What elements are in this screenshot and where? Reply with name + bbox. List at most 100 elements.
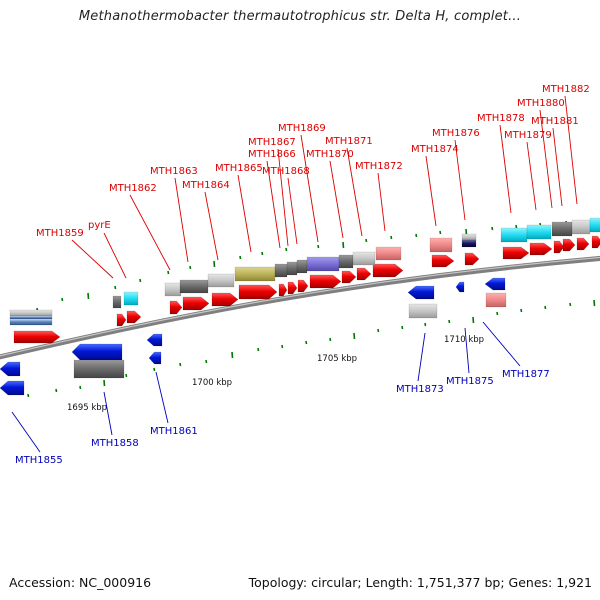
plus-strand-gene-arrow[interactable] — [464, 252, 480, 266]
gene-feature-box[interactable] — [164, 282, 182, 297]
gene-label-mth1858[interactable]: MTH1858 — [91, 438, 139, 449]
plus-strand-gene-arrow[interactable] — [238, 284, 278, 300]
minus-strand-gene-arrow[interactable] — [455, 281, 465, 293]
scale-tick — [139, 278, 142, 283]
gene-feature-box[interactable] — [589, 217, 600, 233]
gene-label-mth1876[interactable]: MTH1876 — [432, 128, 480, 139]
plus-strand-gene-arrow[interactable] — [591, 235, 600, 249]
gene-label-mth1865[interactable]: MTH1865 — [215, 163, 263, 174]
scale-label-kbp-1705: 1705 kbp — [317, 354, 357, 364]
gene-feature-box[interactable] — [9, 315, 53, 320]
plus-strand-gene-arrow[interactable] — [356, 267, 372, 281]
gene-feature-box[interactable] — [123, 291, 139, 306]
gene-label-mth1866[interactable]: MTH1866 — [248, 149, 296, 160]
gene-label-mth1873[interactable]: MTH1873 — [396, 384, 444, 395]
gene-label-mth1872[interactable]: MTH1872 — [355, 161, 403, 172]
gene-label-mth1864[interactable]: MTH1864 — [182, 180, 230, 191]
plus-strand-gene-arrow[interactable] — [576, 237, 590, 251]
gene-feature-box[interactable] — [112, 295, 122, 309]
minus-strand-gene-arrow[interactable] — [146, 333, 163, 347]
gene-label-mth1861[interactable]: MTH1861 — [150, 426, 198, 437]
minus-strand-gene-arrow[interactable] — [407, 285, 435, 300]
genome-title: Methanothermobacter thermautotrophicus s… — [78, 9, 522, 24]
gene-label-mth1880[interactable]: MTH1880 — [517, 98, 565, 109]
minus-strand-gene-arrow[interactable] — [71, 343, 123, 361]
plus-strand-gene-arrow[interactable] — [278, 283, 288, 297]
plus-strand-gene-arrow[interactable] — [182, 296, 210, 311]
gene-feature-box[interactable] — [306, 256, 340, 272]
gene-feature-box[interactable] — [526, 224, 552, 240]
scale-tick — [544, 305, 547, 310]
scale-tick — [424, 322, 427, 327]
minus-strand-gene-arrow[interactable] — [0, 380, 25, 396]
plus-strand-gene-arrow[interactable] — [341, 270, 357, 284]
gene-feature-box[interactable] — [551, 221, 573, 237]
gene-feature-box[interactable] — [274, 263, 288, 278]
leader-line-mth1882 — [564, 95, 578, 205]
scale-tick — [103, 379, 106, 387]
gene-features[interactable] — [0, 217, 600, 396]
plus-strand-gene-arrow[interactable] — [309, 274, 342, 289]
gene-label-mth1874[interactable]: MTH1874 — [411, 144, 459, 155]
gene-label-mth1881[interactable]: MTH1881 — [531, 116, 579, 127]
scale-tick — [515, 224, 518, 229]
gene-feature-box[interactable] — [338, 254, 354, 269]
plus-strand-gene-arrow[interactable] — [297, 279, 309, 293]
plus-strand-gene-arrow[interactable] — [529, 242, 553, 256]
gene-label-mth1878[interactable]: MTH1878 — [477, 113, 525, 124]
leader-line-mth1862 — [129, 194, 171, 271]
minus-strand-gene-arrow[interactable] — [484, 277, 506, 291]
gene-feature-box[interactable] — [9, 309, 53, 317]
gene-label-mth1862[interactable]: MTH1862 — [109, 183, 157, 194]
leader-line-mth1859 — [71, 239, 114, 279]
scale-label-kbp-1695: 1695 kbp — [67, 403, 107, 413]
gene-label-mth1879[interactable]: MTH1879 — [504, 130, 552, 141]
gene-feature-box[interactable] — [352, 251, 376, 266]
gene-label-mth1855[interactable]: MTH1855 — [15, 455, 63, 466]
gene-feature-box[interactable] — [207, 273, 235, 288]
plus-strand-gene-arrow[interactable] — [553, 240, 565, 254]
gene-feature-box[interactable] — [461, 239, 477, 248]
plus-strand-gene-arrow[interactable] — [287, 281, 298, 295]
gene-label-mth1867[interactable]: MTH1867 — [248, 137, 296, 148]
gene-feature-box[interactable] — [286, 261, 298, 276]
gene-feature-box[interactable] — [408, 303, 438, 319]
gene-feature-box[interactable] — [485, 292, 507, 308]
plus-strand-gene-arrow[interactable] — [211, 292, 239, 307]
plus-strand-gene-arrow[interactable] — [372, 263, 404, 278]
gene-feature-box[interactable] — [375, 246, 402, 261]
gene-feature-box[interactable] — [461, 233, 477, 241]
gene-label-mth1870[interactable]: MTH1870 — [306, 149, 354, 160]
scale-tick — [472, 316, 475, 324]
gene-feature-box[interactable] — [73, 359, 125, 379]
gene-label-mth1863[interactable]: MTH1863 — [150, 166, 198, 177]
gene-feature-box[interactable] — [179, 279, 209, 294]
gene-label-mth1877[interactable]: MTH1877 — [502, 369, 550, 380]
plus-strand-gene-arrow[interactable] — [562, 238, 576, 252]
plus-strand-gene-arrow[interactable] — [502, 246, 530, 260]
gene-feature-box[interactable] — [296, 259, 308, 274]
minus-strand-gene-arrow[interactable] — [148, 351, 162, 365]
leader-line-mth1864 — [204, 191, 219, 261]
plus-strand-gene-arrow[interactable] — [13, 330, 61, 344]
gene-label-mth1871[interactable]: MTH1871 — [325, 136, 373, 147]
minus-strand-gene-arrow[interactable] — [0, 361, 21, 377]
gene-feature-box[interactable] — [9, 318, 53, 326]
gene-feature-box[interactable] — [571, 219, 591, 235]
plus-strand-gene-arrow[interactable] — [169, 300, 183, 315]
gene-feature-box[interactable] — [429, 237, 453, 253]
plus-strand-gene-arrow[interactable] — [126, 310, 142, 324]
gene-feature-box[interactable] — [500, 227, 528, 243]
gene-label-mth1869[interactable]: MTH1869 — [278, 123, 326, 134]
gene-label-mth1875[interactable]: MTH1875 — [446, 376, 494, 387]
gene-feature-box[interactable] — [234, 266, 276, 282]
plus-strand-gene-arrow[interactable] — [431, 254, 455, 268]
genome-summary-text: Topology: circular; Length: 1,751,377 bp… — [248, 575, 592, 590]
gene-label-mth1859[interactable]: MTH1859 — [36, 228, 84, 239]
gene-label-pyre[interactable]: pyrE — [88, 220, 111, 231]
plus-strand-gene-arrow[interactable] — [116, 313, 127, 327]
gene-label-mth1882[interactable]: MTH1882 — [542, 84, 590, 95]
gene-label-mth1868[interactable]: MTH1868 — [262, 166, 310, 177]
